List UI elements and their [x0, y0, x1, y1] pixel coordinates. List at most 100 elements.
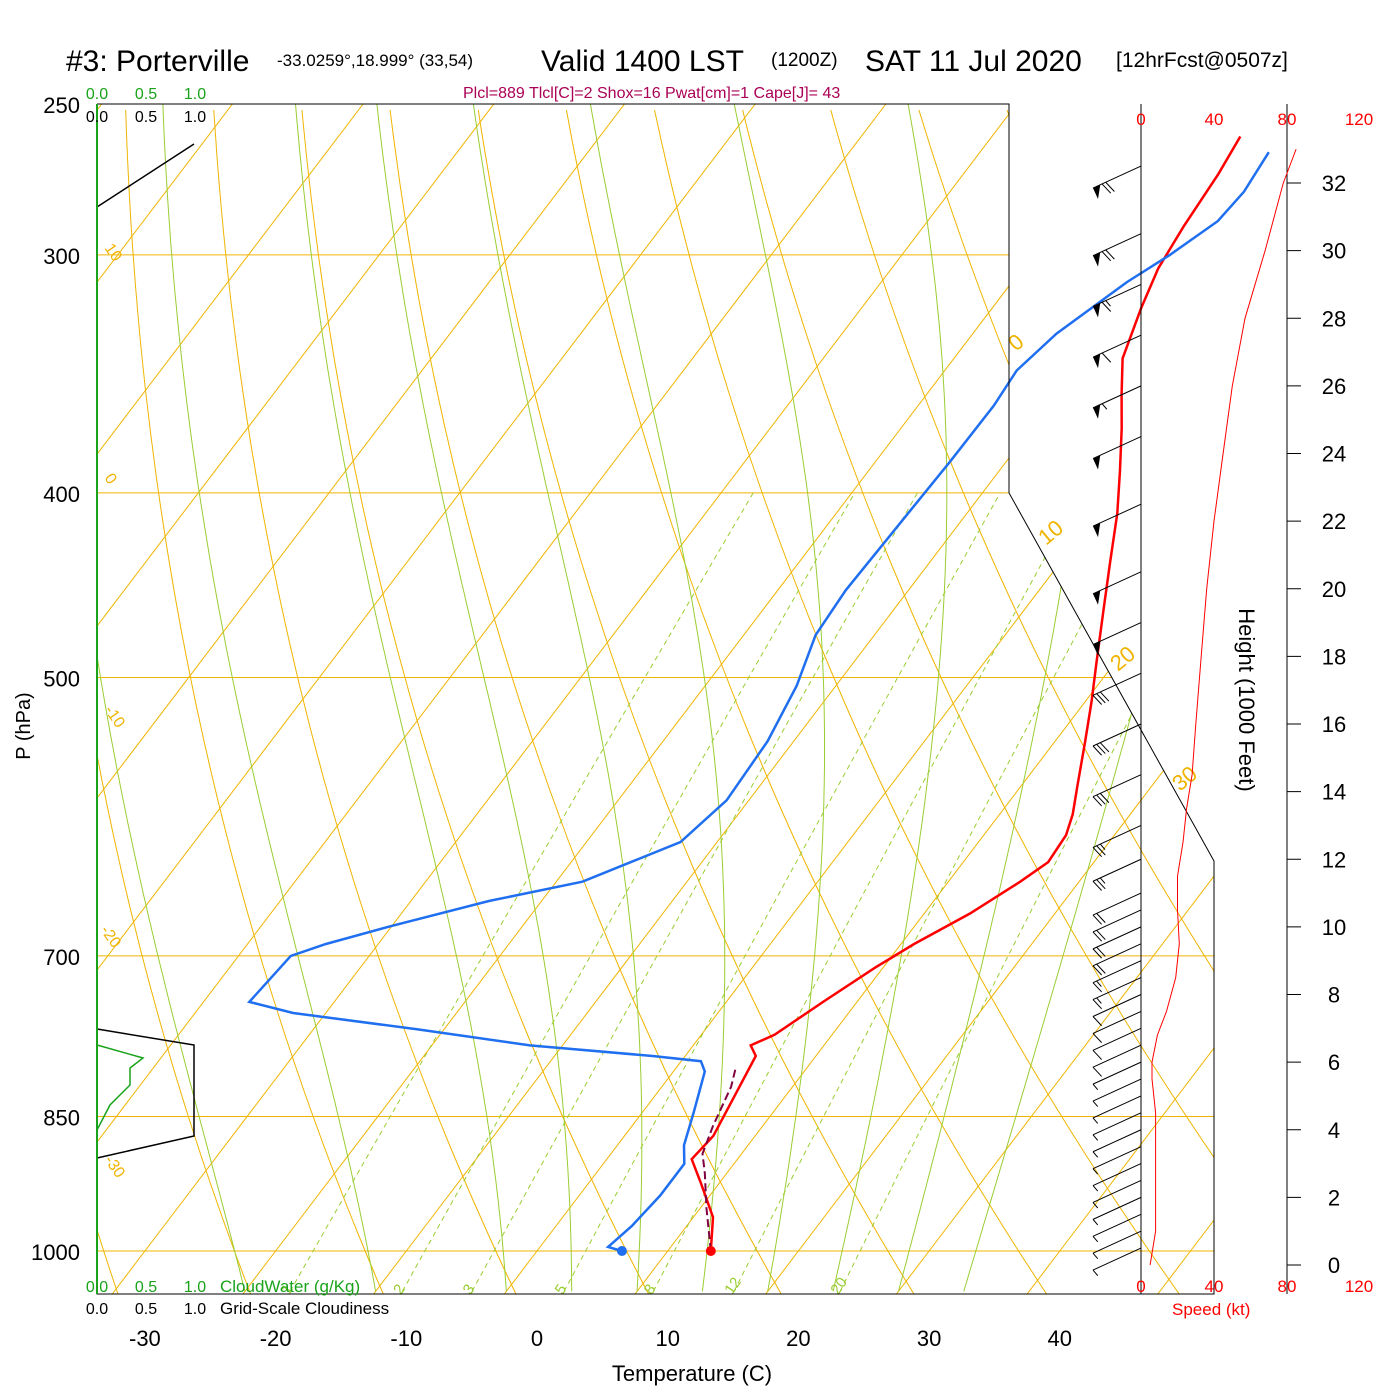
dry-adiabat-line [654, 109, 1180, 1294]
mixing-ratio-line [289, 492, 754, 1292]
height-tick-label: 0 [1328, 1253, 1340, 1278]
isotherm-line [97, 104, 625, 1252]
height-tick-label: 18 [1322, 644, 1346, 669]
wind-barb-feather [1101, 352, 1112, 363]
wind-barb-feather [1101, 251, 1112, 262]
height-tick-label: 4 [1328, 1118, 1340, 1143]
wind-barb-staff [1092, 723, 1142, 747]
isotherm-label: 10 [101, 241, 125, 265]
wind-barb-flag [1093, 303, 1101, 318]
wind-barb [1092, 1146, 1142, 1175]
isotherm-line [503, 1250, 538, 1294]
height-tick-label: 16 [1322, 712, 1346, 737]
mixing-ratio-line [839, 492, 1214, 1292]
wind-barb-staff [1092, 1180, 1142, 1203]
wind-barb-staff [1092, 926, 1142, 950]
title-valid: Valid 1400 LST [541, 45, 744, 78]
parcel-line [701, 1066, 738, 1252]
wind-barb-staff [1092, 503, 1142, 527]
cloudiness-upper-trace [96, 143, 195, 208]
height-tick-label: 20 [1322, 577, 1346, 602]
isotherm-line [1026, 1250, 1061, 1294]
wind-barb-feather [1092, 982, 1103, 993]
wind-barb-feather [1099, 793, 1110, 803]
isotherm-line [97, 104, 887, 1252]
moist-adiabat-line [832, 104, 948, 1292]
wind-barb-staff [1092, 943, 1142, 967]
isotherm-line [111, 1250, 146, 1294]
wind-barb [1092, 1213, 1142, 1243]
wind-barb [1092, 1061, 1142, 1090]
title-zulu: (1200Z) [771, 50, 838, 71]
isotherm-line [798, 104, 1214, 1252]
pressure-tick-label: 300 [43, 244, 80, 269]
temperature-line [690, 135, 1242, 1252]
wind-barb-staff [1092, 774, 1142, 798]
wind-barb [1092, 1230, 1142, 1260]
cloudwater-top-tick: 1.0 [184, 86, 206, 103]
pressure-tick-label: 700 [43, 945, 80, 970]
wind-barb [1092, 1180, 1142, 1209]
wind-barb [1092, 1044, 1142, 1077]
cloudiness-label: Grid-Scale Cloudiness [220, 1299, 389, 1318]
wind-barb-feather [1092, 745, 1103, 756]
temperature-tick-label: 0 [531, 1326, 543, 1351]
wind-barb-half-feather [1092, 1185, 1099, 1192]
wind-barb [1092, 858, 1142, 891]
wind-barb-feather [1092, 1066, 1103, 1077]
wind-barb [1092, 1247, 1142, 1276]
wind-barb-feather [1092, 1033, 1103, 1043]
wind-speed-profile [1149, 149, 1297, 1266]
speed-top-tick: 120 [1345, 110, 1373, 129]
speed-bottom-tick: 40 [1205, 1277, 1224, 1296]
wind-barb-half-feather [1092, 1083, 1099, 1090]
title-date: SAT 11 Jul 2020 [865, 45, 1082, 78]
mixing-ratio-line [401, 492, 856, 1292]
wind-barb-staff [1092, 571, 1142, 595]
wind-barb-half-feather [1092, 1219, 1099, 1226]
pressure-tick-label: 850 [43, 1106, 80, 1131]
isotherm-line [97, 104, 495, 1252]
wind-barb-feather [1092, 999, 1103, 1010]
cloudiness-top-tick: 1.0 [184, 109, 206, 126]
height-tick-label: 26 [1322, 374, 1346, 399]
wind-barb [1092, 1196, 1142, 1226]
wind-barb-flag [1093, 404, 1101, 419]
wind-barb-staff [1092, 1027, 1142, 1051]
pressure-tick-label: 1000 [31, 1240, 80, 1265]
wind-barb-staff [1092, 233, 1142, 257]
temperature-tick-label: -10 [390, 1326, 422, 1351]
isotherm-line [765, 1250, 799, 1294]
wind-barb-feather [1096, 963, 1106, 974]
wind-barb-staff [1092, 909, 1142, 933]
isotherm-line [0, 1251, 14, 1294]
wind-barb-feather [1099, 742, 1110, 753]
wind-barb-staff [1092, 1044, 1142, 1068]
speed-top-tick: 80 [1278, 110, 1297, 129]
pressure-tick-label: 500 [43, 667, 80, 692]
cloudwater-top-tick: 0.0 [86, 86, 108, 103]
mixing-ratio-line [563, 492, 1001, 1292]
surface-temperature-dot [705, 1246, 716, 1256]
wind-barb-staff [1092, 622, 1142, 646]
wind-barb-feather [1092, 931, 1103, 942]
moist-adiabat-line [97, 104, 246, 1292]
wind-barb-feather [1092, 796, 1103, 807]
moist-adiabat-line [295, 104, 507, 1292]
isotherm-line [1059, 104, 1214, 1252]
dry-adiabat-line [1360, 110, 1400, 1294]
wind-barb-feather [1092, 914, 1103, 925]
cloudwater-profile [96, 1044, 145, 1131]
wind-barb-staff [1092, 824, 1142, 848]
wind-barb-staff [1092, 1146, 1142, 1170]
height-tick-label: 14 [1322, 780, 1346, 805]
isotherm-line [1157, 1250, 1191, 1294]
height-axis-title: Height (1000 Feet) [1234, 608, 1259, 791]
wind-barb-feather [1096, 743, 1106, 754]
wind-barb-half-feather [1092, 1168, 1099, 1175]
isotherm-line [97, 104, 364, 1252]
wind-barb-staff [1092, 1112, 1142, 1136]
cloudwater-label: CloudWater (g/Kg) [220, 1277, 360, 1296]
